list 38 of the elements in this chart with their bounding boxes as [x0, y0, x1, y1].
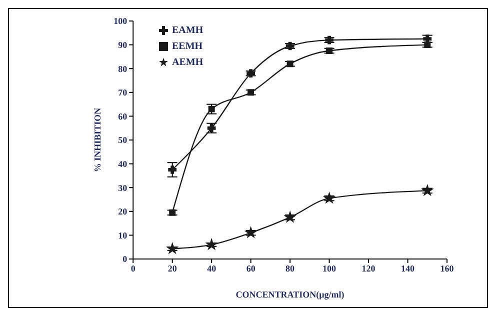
x-tick-label: 60 [246, 263, 256, 274]
point [422, 185, 433, 196]
y-tick-label: 50 [118, 135, 128, 146]
x-tick-label: 160 [440, 263, 454, 274]
y-tick-label: 20 [118, 206, 128, 217]
y-tick-label: 100 [114, 16, 128, 26]
y-tick-label: 60 [118, 111, 128, 122]
y-tick-label: 40 [118, 158, 128, 169]
point [169, 209, 176, 216]
x-tick-label: 140 [401, 263, 416, 274]
point [245, 227, 256, 238]
point [248, 89, 254, 96]
y-tick-label: 90 [118, 40, 128, 50]
point [166, 243, 178, 254]
y-tick-label: 10 [118, 230, 128, 240]
legend-label: AEMH [172, 57, 204, 68]
point [284, 212, 296, 222]
point [424, 42, 431, 48]
legend-label: EEMH [172, 41, 203, 52]
x-tick-label: 100 [322, 263, 337, 274]
y-axis-title: % INHIBITION [92, 107, 102, 172]
y-tick-label: 80 [118, 64, 128, 74]
point [206, 239, 217, 250]
x-tick-label: 120 [362, 263, 376, 274]
y-tick-label: 70 [118, 88, 128, 98]
point [208, 106, 215, 112]
x-axis-title: CONCENTRATION(µg/ml) [236, 289, 344, 300]
legend-label: EAMH [172, 25, 204, 36]
x-tick-label: 20 [168, 263, 178, 274]
point [324, 192, 335, 203]
x-tick-label: 80 [286, 263, 296, 274]
x-tick-label: 0 [130, 263, 136, 274]
point [286, 60, 294, 68]
x-tick-label: 40 [207, 263, 217, 274]
y-tick-label: 0 [122, 254, 128, 264]
y-tick-label: 30 [118, 182, 128, 193]
point [326, 48, 333, 54]
point [168, 166, 177, 174]
